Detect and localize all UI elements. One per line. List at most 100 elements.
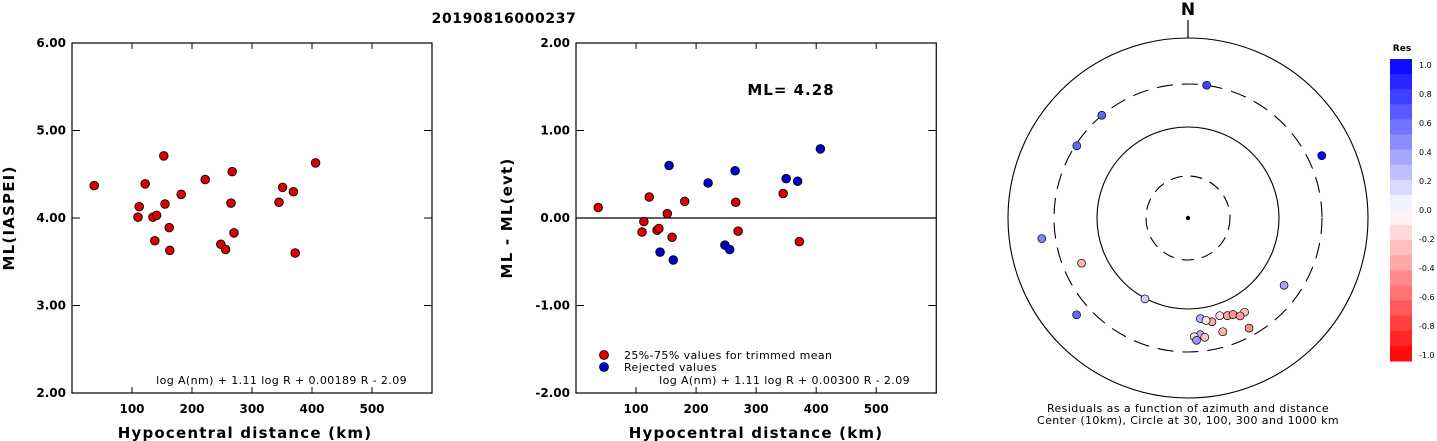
- polar-station-point: [1279, 280, 1289, 290]
- figure-title: 20190816000237: [432, 11, 577, 27]
- polar-station-point: [1072, 141, 1082, 151]
- colorbar-tick-label: 0.6: [1419, 119, 1432, 128]
- chart1-x-tick-label: 100: [624, 402, 649, 416]
- chart1-x-tick-label: 400: [804, 402, 829, 416]
- colorbar-cell: [1390, 270, 1412, 286]
- chart1-data-point: [730, 197, 741, 207]
- chart1-data-point: [639, 216, 649, 227]
- chart1-y-tick-label: 2.00: [540, 36, 570, 50]
- polar-station-point: [1201, 316, 1211, 325]
- magnitude-x-axis-label: Hypocentral distance (km): [118, 424, 373, 441]
- colorbar-tick-label: 0.0: [1419, 206, 1432, 215]
- colorbar-cell: [1390, 119, 1412, 135]
- chart0-data-point: [165, 245, 175, 256]
- polar-station-point: [1317, 151, 1327, 160]
- colorbar-cell: [1390, 300, 1412, 317]
- chart1-data-point: [667, 232, 677, 242]
- chart0-data-point: [164, 222, 174, 233]
- colorbar: Res 1.0 0.8 0.6 0.4 0.2 0.0 -0.2 -0.4 -0.6 -0.8 -1…: [1390, 44, 1435, 362]
- residual-panel: 100 200 300 400 500 -2.00 -1.00 0.00 1.00 2.00 ML…: [498, 36, 937, 441]
- chart1-y-tick-label: -2.00: [535, 386, 570, 400]
- colorbar-cell: [1390, 225, 1412, 241]
- polar-station-point: [1037, 234, 1047, 243]
- legend-blue-marker: [599, 362, 609, 372]
- chart0-x-tick-label: 100: [119, 402, 144, 416]
- chart0-data-point: [290, 248, 300, 258]
- chart0-x-tick-label: 200: [179, 402, 204, 416]
- ring-300km: [1053, 83, 1323, 353]
- chart1-data-point: [668, 255, 679, 265]
- colorbar-cell: [1390, 330, 1412, 347]
- polar-station-point: [1244, 323, 1254, 333]
- colorbar-cell: [1390, 240, 1412, 256]
- polar-station-point: [1218, 327, 1228, 337]
- chart0-data-point: [151, 210, 162, 221]
- chart0-data-point: [288, 186, 299, 197]
- chart0-data-point: [150, 235, 160, 246]
- colorbar-cell: [1390, 104, 1412, 120]
- chart1-y-tick-label: -1.00: [535, 299, 570, 313]
- north-label: N: [1181, 0, 1195, 20]
- chart0-data-point: [274, 197, 284, 207]
- chart1-y-tick-label: 1.00: [540, 124, 570, 138]
- chart0-data-point: [200, 174, 210, 185]
- chart1-data-point: [792, 176, 803, 186]
- ring-1000km: [1007, 37, 1369, 399]
- colorbar-tick-label: 0.2: [1419, 177, 1432, 186]
- chart1-data-point: [730, 165, 740, 176]
- chart1-data-point: [593, 202, 603, 213]
- polar-station-point: [1077, 258, 1086, 268]
- chart0-data-point: [160, 199, 170, 209]
- chart1-data-point: [703, 178, 713, 188]
- chart1-x-tick-label: 200: [684, 402, 709, 416]
- polar-station-point: [1200, 332, 1210, 342]
- polar-station-point: [1140, 294, 1150, 304]
- magnitude-panel: 100 200 300 400 500 2.00 3.00 4.00 5.00 6.00 Hypo…: [0, 36, 433, 441]
- chart1-data-point: [733, 226, 743, 236]
- chart0-y-tick-label: 5.00: [36, 124, 66, 138]
- chart0-data-point: [89, 180, 99, 191]
- chart0-data-point: [133, 212, 143, 222]
- chart0-y-tick-label: 2.00: [36, 386, 66, 400]
- chart0-data-point: [140, 179, 150, 189]
- colorbar-cell: [1390, 285, 1412, 302]
- legend-trimmed-mean: 25%-75% values for trimmed mean: [624, 349, 832, 362]
- colorbar-cell: [1390, 164, 1412, 181]
- residual-formula: log A(nm) + 1.11 log R + 0.00300 R - 2.0…: [659, 374, 910, 387]
- colorbar-cell: [1390, 315, 1412, 332]
- chart0-y-tick-label: 3.00: [36, 299, 66, 313]
- chart1-data-point: [644, 192, 655, 202]
- colorbar-cell: [1390, 74, 1412, 90]
- polar-station-point: [1228, 310, 1238, 319]
- polar-caption-line2: Center (10km), Circle at 30, 100, 300 an…: [1037, 414, 1339, 427]
- colorbar-cell: [1390, 255, 1412, 271]
- magnitude-plot-frame: [71, 42, 433, 394]
- legend-rejected: Rejected values: [624, 361, 717, 374]
- colorbar-tick-label: -0.4: [1419, 264, 1435, 273]
- magnitude-formula: log A(nm) + 1.11 log R + 0.00189 R - 2.0…: [156, 374, 407, 387]
- colorbar-tick-label: -0.2: [1419, 235, 1435, 244]
- residual-y-axis-label: ML - ML(evt): [498, 158, 516, 279]
- polar-caption-line1: Residuals as a function of azimuth and d…: [1047, 402, 1329, 415]
- chart1-data-point: [664, 160, 674, 171]
- colorbar-cell: [1390, 89, 1412, 105]
- colorbar-tick-label: -1.0: [1419, 351, 1435, 360]
- chart0-x-tick-label: 400: [299, 402, 324, 416]
- chart0-data-point: [310, 158, 321, 168]
- chart1-data-point: [637, 227, 647, 237]
- chart0-data-point: [226, 198, 236, 208]
- polar-station-point: [1235, 311, 1245, 321]
- colorbar-cell: [1390, 345, 1412, 362]
- polar-station-point: [1072, 310, 1081, 320]
- chart1-data-point: [654, 223, 664, 234]
- colorbar-cell: [1390, 59, 1412, 75]
- colorbar-tick-label: -0.6: [1419, 293, 1435, 302]
- colorbar-cell: [1390, 134, 1412, 151]
- chart0-data-point: [159, 151, 169, 161]
- chart0-data-point: [229, 228, 239, 238]
- colorbar-tick-label: 1.0: [1419, 61, 1432, 70]
- colorbar-tick-label: 0.4: [1419, 148, 1432, 157]
- chart1-data-point: [815, 144, 826, 154]
- chart1-x-tick-label: 500: [864, 402, 889, 416]
